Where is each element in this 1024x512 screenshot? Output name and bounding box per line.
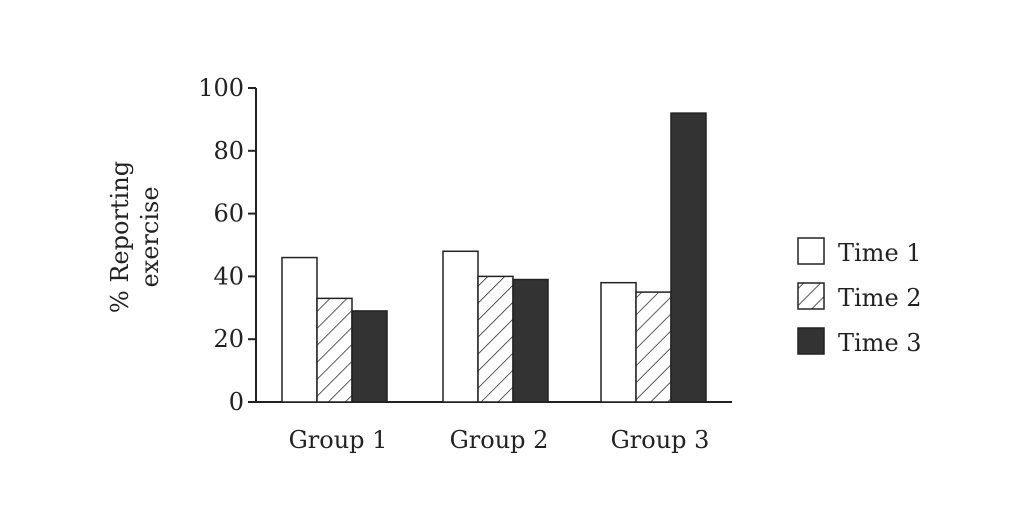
legend-label: Time 3	[838, 329, 922, 357]
bar-time-1-group-1	[281, 256, 318, 403]
legend: Time 1 Time 2 Time 3	[797, 237, 922, 357]
y-axis-title-line: exercise	[136, 186, 164, 287]
bar-time-3-group-2	[512, 278, 549, 403]
bar-time-3-group-1	[351, 310, 388, 403]
y-axis-title-line: % Reporting	[106, 161, 134, 313]
x-category-label: Group 1	[289, 426, 388, 454]
y-tick-label: 0	[229, 388, 244, 416]
bar-time-3-group-3	[670, 112, 707, 403]
bars	[281, 112, 707, 403]
y-tick-label: 100	[198, 74, 244, 102]
y-tick-label: 60	[213, 200, 244, 228]
legend-swatch	[797, 327, 825, 355]
y-tick-label: 40	[213, 262, 244, 290]
y-tick-label: 80	[213, 137, 244, 165]
labels: % Reporting exercise Group 1 Group 2 Group 3	[106, 161, 709, 454]
bar-time-2-group-3	[635, 291, 672, 403]
bar-time-1-group-3	[600, 281, 637, 403]
bar-time-1-group-2	[442, 250, 479, 403]
bar-time-2-group-2	[477, 275, 514, 403]
legend-label: Time 1	[838, 239, 922, 267]
bar-time-2-group-1	[316, 297, 353, 403]
x-category-label: Group 3	[611, 426, 710, 454]
x-category-label: Group 2	[450, 426, 549, 454]
y-tick-label: 20	[213, 325, 244, 353]
legend-label: Time 2	[838, 284, 922, 312]
legend-swatch	[797, 282, 825, 310]
legend-swatch	[797, 237, 825, 265]
